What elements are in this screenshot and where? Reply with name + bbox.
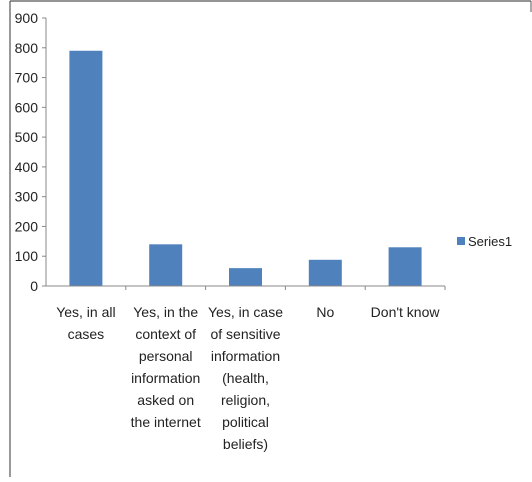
- x-tick-label-line: information: [131, 370, 200, 386]
- x-tick-label-line: beliefs): [223, 436, 268, 452]
- x-axis-labels: Yes, in all cases Yes, in the context of per…: [56, 286, 446, 452]
- x-tick-label: Yes, in case of sensitive information (heal…: [208, 304, 283, 452]
- x-tick-label: Yes, in all cases: [56, 304, 115, 342]
- y-tick-label: 900: [15, 10, 39, 26]
- x-tick-label-line: of sensitive: [210, 326, 280, 342]
- bar: [229, 268, 262, 286]
- y-tick-label: 700: [15, 70, 39, 86]
- bar: [388, 247, 422, 286]
- x-tick-label-line: information: [211, 348, 280, 364]
- y-tick-label: 500: [15, 129, 39, 145]
- x-tick-label-line: No: [316, 304, 334, 320]
- x-tick-label-line: Don't know: [371, 304, 441, 320]
- x-tick-label-line: political: [222, 414, 269, 430]
- y-tick-label: 800: [15, 40, 39, 56]
- bar: [69, 50, 103, 286]
- legend-label: Series1: [468, 234, 512, 249]
- x-tick-label-line: cases: [68, 326, 105, 342]
- y-tick-label: 100: [15, 248, 39, 264]
- legend: Series1: [457, 234, 512, 249]
- y-tick-label: 0: [30, 278, 38, 294]
- bar: [308, 259, 342, 286]
- x-tick-label-line: religion,: [221, 392, 270, 408]
- x-tick-label-line: context of: [135, 326, 196, 342]
- x-tick-label-line: Yes, in case: [208, 304, 283, 320]
- x-tick-label-line: personal: [139, 348, 193, 364]
- y-tick-label: 200: [15, 218, 39, 234]
- y-tick-label: 400: [15, 159, 39, 175]
- bars: [69, 50, 422, 286]
- legend-swatch: [457, 237, 465, 245]
- bar: [149, 244, 183, 286]
- y-tick-label: 300: [15, 189, 39, 205]
- x-tick-label-line: (health,: [222, 370, 269, 386]
- x-tick-label: Don't know: [371, 304, 441, 320]
- y-tick-label: 600: [15, 99, 39, 115]
- y-axis-ticks: 0 100 200 300 400 500 600 700 800 900: [15, 10, 46, 294]
- x-tick-label: Yes, in the context of personal information…: [131, 304, 201, 430]
- x-tick-label-line: the internet: [131, 414, 201, 430]
- x-tick-label-line: Yes, in all: [56, 304, 115, 320]
- x-tick-label-line: Yes, in the: [133, 304, 198, 320]
- x-tick-label-line: asked on: [137, 392, 194, 408]
- x-tick-label: No: [316, 304, 334, 320]
